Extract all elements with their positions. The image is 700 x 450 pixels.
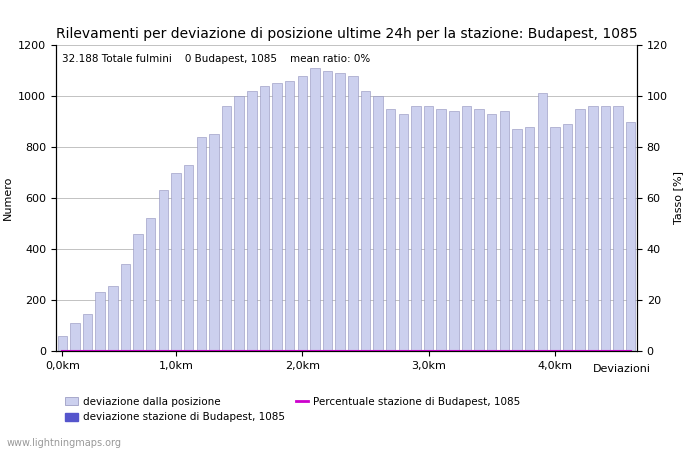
Bar [462, 106, 471, 351]
Bar [563, 124, 573, 351]
Bar [95, 292, 105, 351]
Bar [70, 323, 80, 351]
Bar [500, 111, 509, 351]
Bar [373, 96, 383, 351]
Bar [525, 126, 534, 351]
Bar [285, 81, 295, 351]
Bar [550, 126, 559, 351]
Bar [588, 106, 598, 351]
Bar [335, 73, 345, 351]
Bar [626, 122, 636, 351]
Text: Deviazioni: Deviazioni [593, 364, 651, 374]
Bar [120, 264, 130, 351]
Bar [272, 83, 282, 351]
Bar [108, 286, 118, 351]
Bar [512, 129, 522, 351]
Bar [538, 94, 547, 351]
Bar [197, 137, 206, 351]
Bar [360, 91, 370, 351]
Bar [398, 114, 408, 351]
Title: Rilevamenti per deviazione di posizione ultime 24h per la stazione: Budapest, 10: Rilevamenti per deviazione di posizione … [56, 27, 637, 41]
Y-axis label: Numero: Numero [3, 176, 13, 220]
Text: www.lightningmaps.org: www.lightningmaps.org [7, 437, 122, 447]
Bar [247, 91, 256, 351]
Bar [298, 76, 307, 351]
Bar [449, 111, 459, 351]
Bar [437, 109, 446, 351]
Bar [487, 114, 496, 351]
Bar [323, 71, 332, 351]
Legend: deviazione dalla posizione, deviazione stazione di Budapest, 1085, Percentuale s: deviazione dalla posizione, deviazione s… [61, 393, 524, 427]
Bar [386, 109, 396, 351]
Bar [83, 314, 92, 351]
Bar [348, 76, 358, 351]
Bar [601, 106, 610, 351]
Y-axis label: Tasso [%]: Tasso [%] [673, 171, 683, 225]
Bar [222, 106, 231, 351]
Bar [613, 106, 623, 351]
Bar [424, 106, 433, 351]
Bar [159, 190, 168, 351]
Bar [234, 96, 244, 351]
Bar [172, 172, 181, 351]
Bar [575, 109, 585, 351]
Bar [184, 165, 193, 351]
Text: 32.188 Totale fulmini    0 Budapest, 1085    mean ratio: 0%: 32.188 Totale fulmini 0 Budapest, 1085 m… [62, 54, 370, 64]
Bar [310, 68, 320, 351]
Bar [209, 134, 218, 351]
Bar [134, 234, 143, 351]
Bar [260, 86, 269, 351]
Bar [146, 218, 155, 351]
Bar [475, 109, 484, 351]
Bar [57, 336, 67, 351]
Bar [411, 106, 421, 351]
